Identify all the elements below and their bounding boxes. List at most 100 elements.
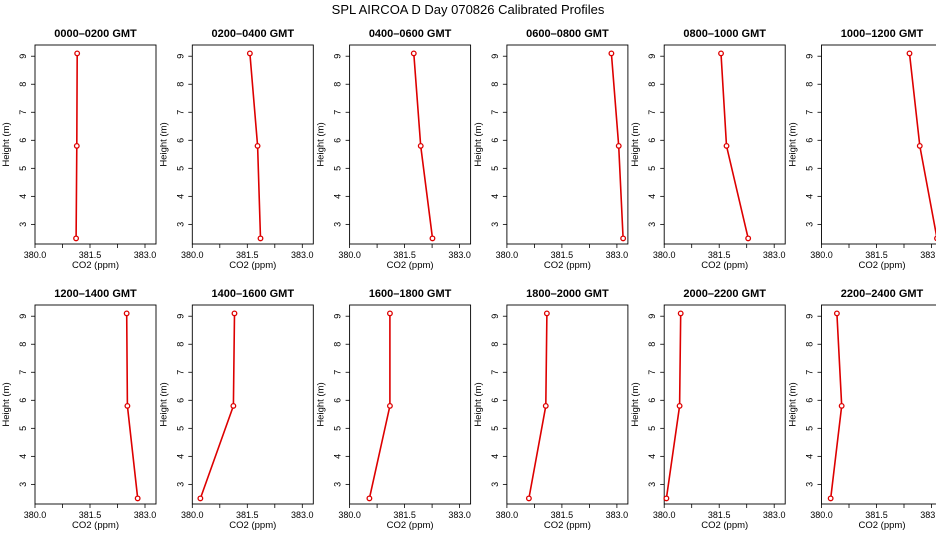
y-tick-label: 9 <box>490 54 500 59</box>
data-point <box>73 235 80 242</box>
y-tick-label: 3 <box>175 222 185 227</box>
plot-frame <box>34 304 157 505</box>
data-point <box>543 310 550 317</box>
x-tick-label: 383.0 <box>291 510 314 520</box>
panel-9: 1600–1800 GMT 380.0 381.5 383.0 3 4 5 6 7 8 9 CO2 (… <box>316 288 472 531</box>
y-tick-label: 9 <box>18 54 28 59</box>
y-tick-label: 6 <box>490 138 500 143</box>
y-tick-label: 7 <box>175 110 185 115</box>
y-tick-label: 5 <box>490 426 500 431</box>
x-axis-label: CO2 (ppm) <box>701 260 748 271</box>
figure-title: SPL AIRCOA D Day 070826 Calibrated Profi… <box>332 2 605 17</box>
x-axis-label: CO2 (ppm) <box>701 520 748 531</box>
panel-title: 1200–1400 GMT <box>54 288 137 300</box>
y-tick-label: 7 <box>490 110 500 115</box>
x-axis-label: CO2 (ppm) <box>72 520 119 531</box>
x-tick-label: 380.0 <box>810 510 833 520</box>
y-tick-label: 7 <box>805 110 815 115</box>
x-axis-label: CO2 (ppm) <box>859 260 906 271</box>
panel-4: 0600–0800 GMT 380.0 381.5 383.0 3 4 5 6 7 8 9 CO2 (… <box>473 28 629 271</box>
panel-title: 0000–0200 GMT <box>54 28 137 40</box>
x-tick-label: 381.5 <box>79 510 102 520</box>
profile-line <box>368 313 391 499</box>
y-tick-label: 4 <box>175 454 185 459</box>
panel-12: 2200–2400 GMT 380.0 381.5 383.0 3 4 5 6 7 8 9 CO2 (… <box>788 288 936 531</box>
y-axis-label: Height (m) <box>788 382 799 426</box>
y-tick-label: 3 <box>18 482 28 487</box>
y-tick-label: 4 <box>333 454 343 459</box>
data-point <box>246 50 253 57</box>
x-tick-label: 383.0 <box>920 250 936 260</box>
y-tick-label: 7 <box>805 370 815 375</box>
panel-title: 1400–1600 GMT <box>212 288 295 300</box>
y-tick-label: 3 <box>333 482 343 487</box>
y-tick-label: 5 <box>647 166 657 171</box>
y-tick-label: 8 <box>333 82 343 87</box>
plot-frame <box>349 44 472 245</box>
data-point <box>620 235 627 242</box>
y-tick-label: 9 <box>490 314 500 319</box>
y-axis-label: Height (m) <box>630 122 641 166</box>
panel-title: 0600–0800 GMT <box>526 28 609 40</box>
y-tick-label: 3 <box>805 482 815 487</box>
y-tick-label: 8 <box>647 82 657 87</box>
data-point <box>134 495 141 502</box>
panel-title: 0200–0400 GMT <box>212 28 295 40</box>
y-tick-label: 5 <box>490 166 500 171</box>
y-tick-label: 4 <box>18 454 28 459</box>
data-point <box>73 142 80 149</box>
x-tick-label: 381.5 <box>708 510 731 520</box>
y-tick-label: 8 <box>490 342 500 347</box>
plot-frame <box>663 304 786 505</box>
y-tick-label: 7 <box>18 370 28 375</box>
y-tick-label: 5 <box>18 426 28 431</box>
data-point <box>542 402 549 409</box>
y-tick-label: 6 <box>647 398 657 403</box>
x-tick-label: 381.5 <box>551 250 574 260</box>
data-point <box>615 142 622 149</box>
x-axis-label: CO2 (ppm) <box>72 260 119 271</box>
y-tick-label: 7 <box>175 370 185 375</box>
y-tick-label: 7 <box>18 110 28 115</box>
y-tick-label: 5 <box>175 426 185 431</box>
y-tick-label: 6 <box>175 138 185 143</box>
y-tick-label: 3 <box>647 222 657 227</box>
x-tick-label: 380.0 <box>181 510 204 520</box>
x-tick-label: 383.0 <box>448 250 471 260</box>
panel-3: 0400–0600 GMT 380.0 381.5 383.0 3 4 5 6 7 8 9 CO2 (… <box>316 28 472 271</box>
y-axis-label: Height (m) <box>316 122 327 166</box>
data-point <box>231 310 238 317</box>
y-tick-label: 7 <box>333 110 343 115</box>
data-point <box>906 50 913 57</box>
x-tick-label: 380.0 <box>338 510 361 520</box>
panel-8: 1400–1600 GMT 380.0 381.5 383.0 3 4 5 6 7 8 9 CO2 (… <box>158 288 314 531</box>
data-point <box>254 142 261 149</box>
x-tick-label: 383.0 <box>134 510 157 520</box>
x-tick-label: 380.0 <box>24 510 47 520</box>
data-point <box>833 310 840 317</box>
x-axis-label: CO2 (ppm) <box>229 520 276 531</box>
data-point <box>723 142 730 149</box>
y-axis-label: Height (m) <box>158 122 169 166</box>
y-axis-label: Height (m) <box>788 122 799 166</box>
panel-11: 2000–2200 GMT 380.0 381.5 383.0 3 4 5 6 7 8 9 CO2 (… <box>630 288 786 531</box>
y-tick-label: 6 <box>333 138 343 143</box>
y-axis-label: Height (m) <box>316 382 327 426</box>
data-point <box>916 142 923 149</box>
y-tick-label: 6 <box>333 398 343 403</box>
data-point <box>123 310 130 317</box>
data-point <box>827 495 834 502</box>
y-tick-label: 5 <box>175 166 185 171</box>
data-point <box>718 50 724 57</box>
data-point <box>525 495 532 502</box>
profile-line <box>908 53 936 238</box>
plot-frame <box>506 304 629 505</box>
x-tick-label: 381.5 <box>79 250 102 260</box>
x-tick-label: 383.0 <box>606 510 629 520</box>
panel-title: 1600–1800 GMT <box>369 288 452 300</box>
x-tick-label: 381.5 <box>236 250 259 260</box>
y-tick-label: 6 <box>490 398 500 403</box>
data-point <box>257 235 264 242</box>
y-axis-label: Height (m) <box>1 382 12 426</box>
x-tick-label: 383.0 <box>448 510 471 520</box>
